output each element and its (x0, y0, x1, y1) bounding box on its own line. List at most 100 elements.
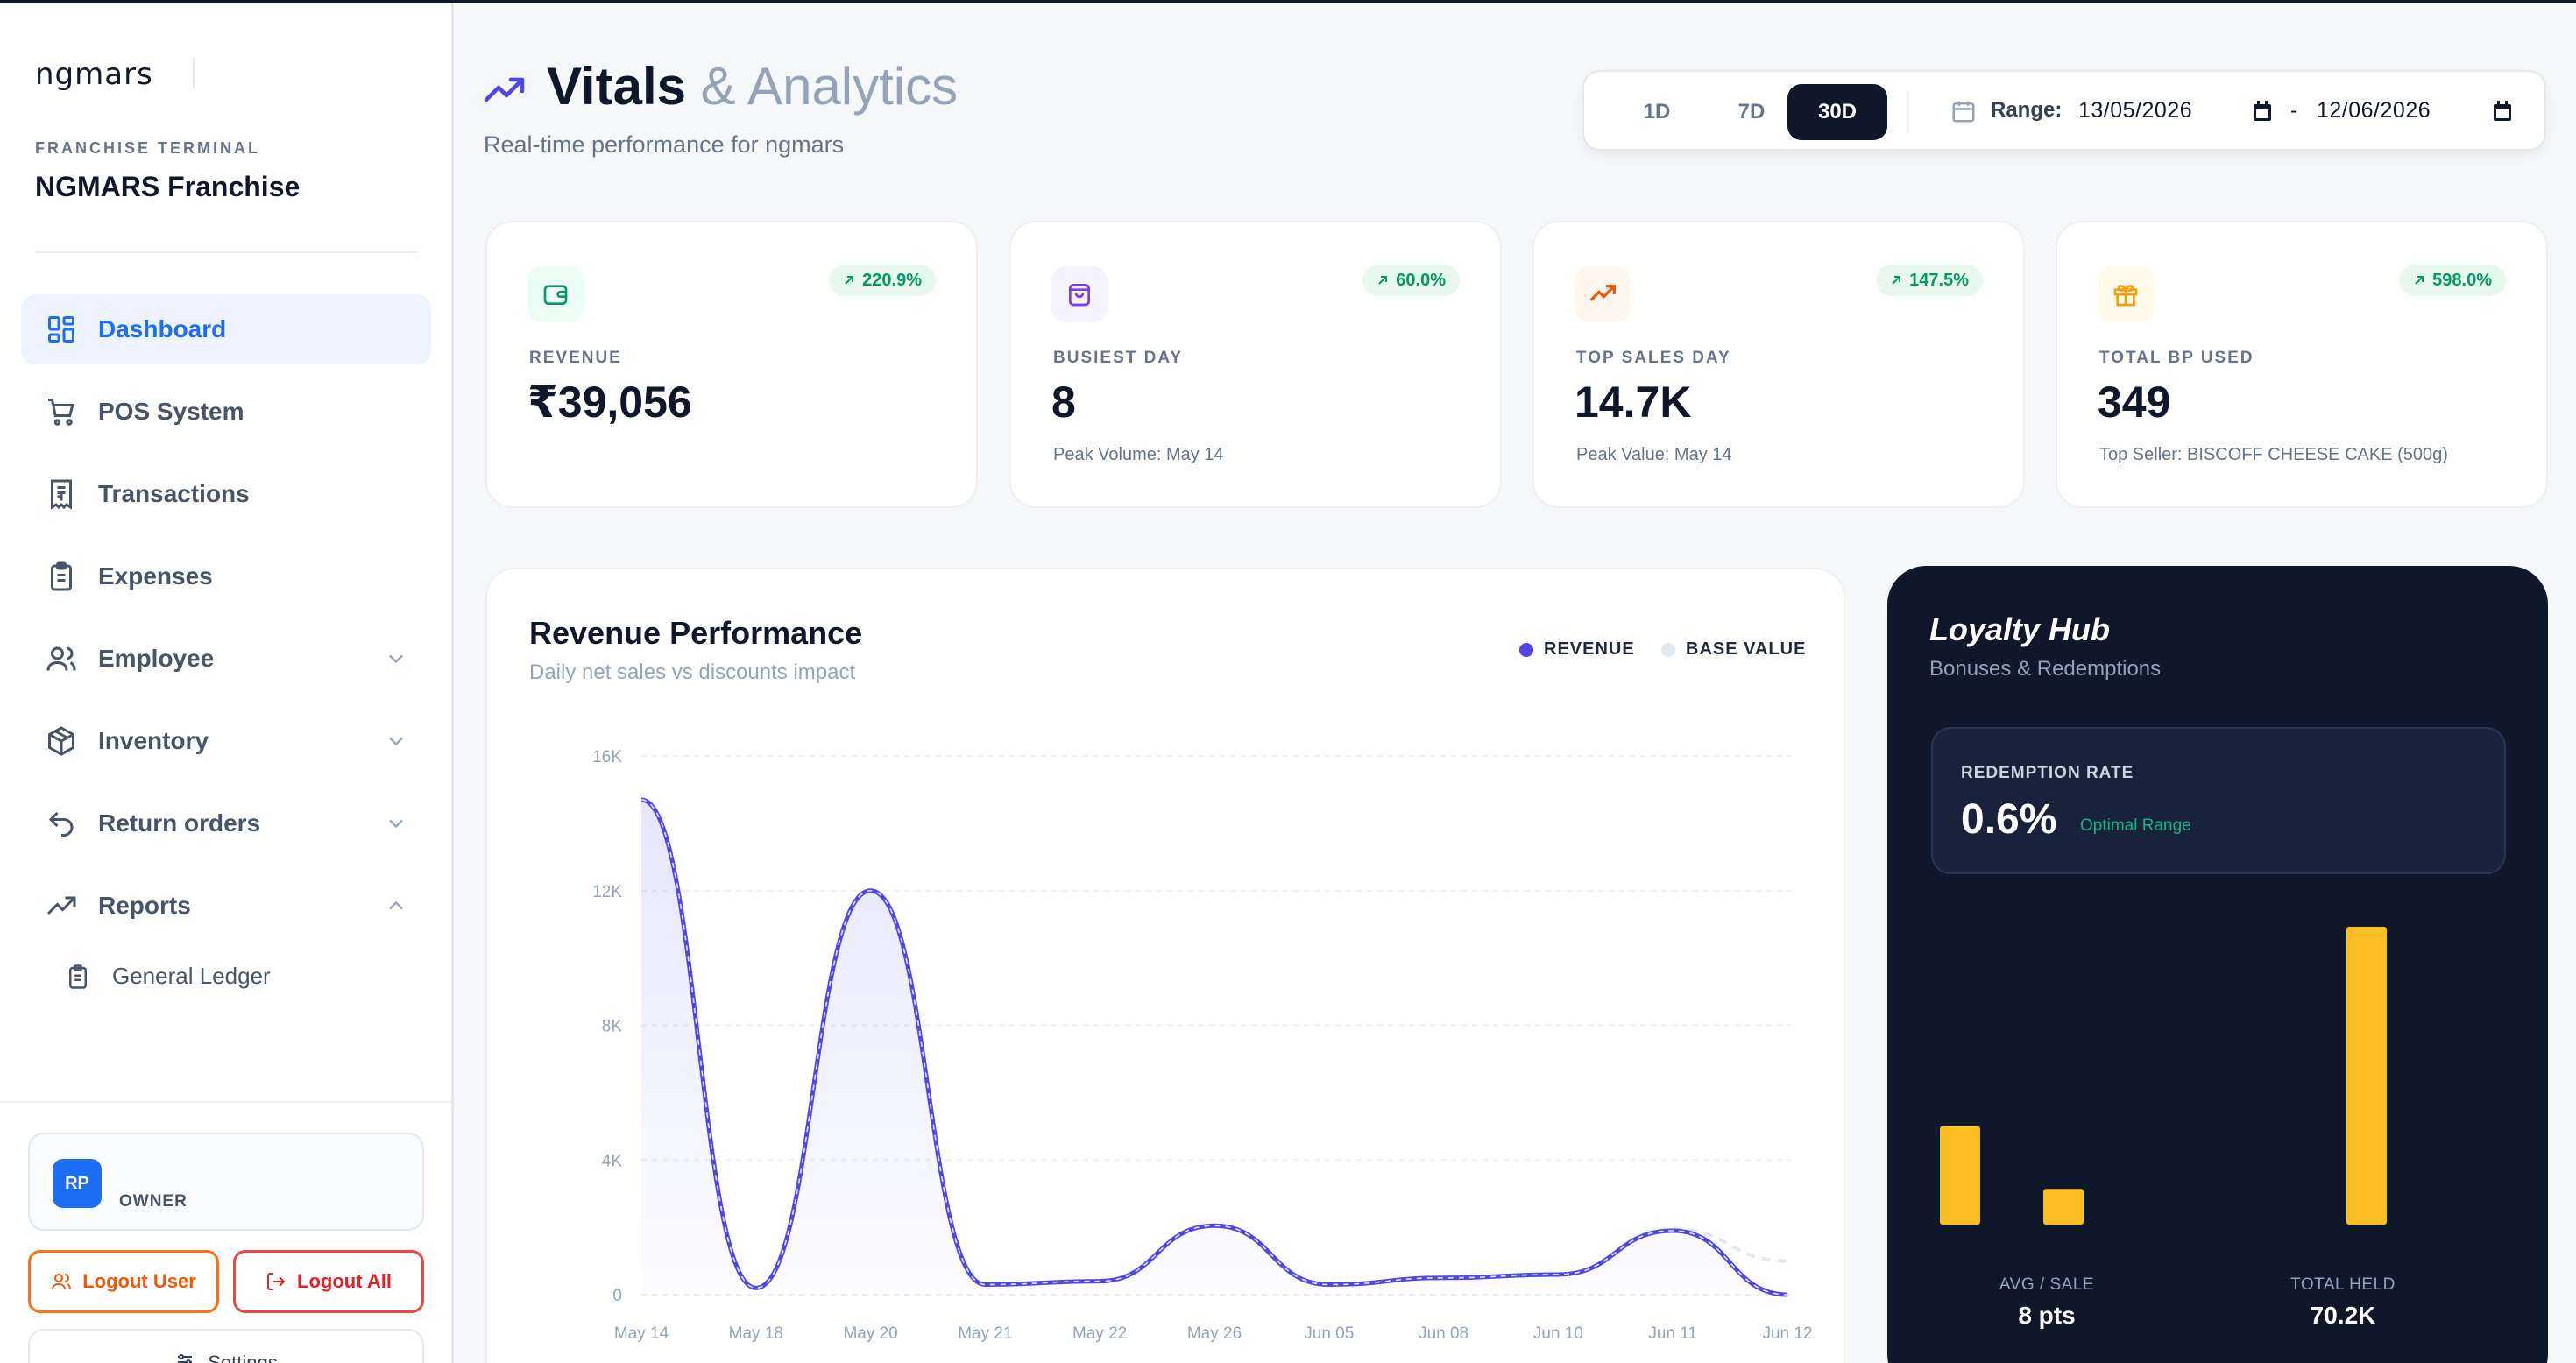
chevron-down-icon[interactable] (384, 811, 408, 836)
sidebar-item-label: Dashboard (98, 315, 227, 343)
legend-item-base-value[interactable]: BASE VALUE (1661, 639, 1806, 660)
x-tick-label: May 21 (958, 1324, 1012, 1343)
sidebar-subitem-general-ledger[interactable]: General Ledger (65, 963, 271, 990)
sidebar-item-label: Inventory (98, 727, 209, 754)
window-top-border (0, 0, 2576, 3)
data-point[interactable] (1091, 1273, 1108, 1290)
trending-up-icon (1589, 285, 1616, 301)
sidebar-item-dashboard[interactable]: Dashboard (21, 294, 431, 364)
arrow-up-right-icon (845, 276, 854, 285)
stat-label: REVENUE (529, 349, 622, 367)
sidebar-item-pos-system[interactable]: POS System (21, 377, 431, 447)
data-point[interactable] (747, 1279, 765, 1296)
stat-note: Peak Volume: May 14 (1053, 445, 1224, 464)
clipboard-icon (44, 559, 79, 594)
period-1d-button[interactable]: 1D (1643, 100, 1671, 124)
brand-logo[interactable]: ngmars (35, 57, 153, 92)
stat-card-busiest-day: 60.0% BUSIEST DAY 8 Peak Volume: May 14 (1009, 221, 1502, 508)
stat-card-total-bp-used: 598.0% TOTAL BP USED 349 Top Seller: BIS… (2056, 221, 2548, 508)
settings-button[interactable]: Settings (28, 1329, 424, 1363)
sidebar-item-label: Expenses (98, 562, 213, 590)
x-tick-label: May 22 (1072, 1324, 1127, 1343)
total-held-value: 70.2K (2310, 1302, 2376, 1329)
arrow-up-right-icon (1892, 276, 1901, 285)
stat-note: Top Seller: BISCOFF CHEESE CAKE (500g) (2099, 445, 2448, 464)
undo-icon (44, 806, 79, 841)
x-tick-label: Jun 05 (1304, 1324, 1354, 1343)
x-tick-label: Jun 08 (1419, 1324, 1468, 1343)
range-from-input[interactable]: 13/05/2026 (2078, 98, 2193, 123)
change-value: 147.5% (1909, 270, 1969, 290)
y-tick-label: 12K (592, 883, 622, 901)
chevron-down-icon[interactable] (384, 646, 408, 671)
logout-icon (267, 1273, 286, 1290)
change-badge: 147.5% (1876, 265, 1983, 296)
data-point[interactable] (1435, 1269, 1453, 1287)
data-point[interactable] (1206, 1217, 1223, 1234)
legend-label: REVENUE (1544, 639, 1635, 659)
x-tick-label: May 14 (614, 1324, 669, 1343)
sidebar-item-label: POS System (98, 398, 244, 425)
data-point[interactable] (976, 1275, 994, 1293)
logout-user-button[interactable]: Logout User (28, 1250, 219, 1313)
sidebar-item-reports[interactable]: Reports (21, 871, 431, 941)
data-point[interactable] (862, 882, 880, 900)
x-tick-label: May 20 (843, 1324, 897, 1343)
sidebar-item-label: Return orders (98, 809, 261, 837)
stat-value: ₹39,056 (527, 378, 692, 427)
loyalty-bar-chart (1940, 927, 2387, 1225)
range-to-input[interactable]: 12/06/2026 (2317, 98, 2431, 123)
sidebar-item-label: Employee (98, 645, 215, 672)
sidebar-item-employee[interactable]: Employee (21, 624, 431, 694)
stat-icon-box (527, 266, 584, 322)
sidebar-item-return-orders[interactable]: Return orders (21, 788, 431, 858)
legend-dot (1519, 642, 1533, 657)
sidebar-subitem-label: General Ledger (112, 963, 271, 989)
sidebar-item-transactions[interactable]: Transactions (21, 459, 431, 529)
range-separator: - (2290, 98, 2298, 123)
sidebar-item-inventory[interactable]: Inventory (21, 706, 431, 776)
x-tick-label: Jun 10 (1533, 1324, 1583, 1343)
loyalty-bar (2043, 1189, 2084, 1225)
calendar-picker-icon[interactable] (2252, 100, 2273, 123)
calendar-picker-icon[interactable] (2492, 100, 2513, 123)
page-title-light: & Analytics (700, 57, 959, 116)
data-point[interactable] (1779, 1286, 1796, 1303)
y-tick-label: 8K (602, 1018, 623, 1036)
series-line-revenue-dash (640, 799, 1788, 1296)
stat-note: Peak Value: May 14 (1576, 445, 1732, 464)
x-tick-label: Jun 11 (1648, 1324, 1697, 1343)
page-subtitle: Real-time performance for ngmars (484, 131, 845, 158)
chevron-up-icon[interactable] (384, 893, 408, 918)
sidebar: ngmars FRANCHISE TERMINAL NGMARS Franchi… (0, 3, 454, 1363)
period-7d-button[interactable]: 7D (1737, 100, 1766, 124)
data-point[interactable] (1664, 1222, 1681, 1239)
chevron-down-icon[interactable] (384, 729, 408, 753)
stat-value: 8 (1051, 378, 1076, 427)
revenue-chart-card: Revenue Performance Daily net sales vs d… (485, 568, 1845, 1363)
grid-icon (44, 312, 79, 347)
page-title: Vitals & Analytics (547, 56, 958, 117)
trending-up-icon (44, 888, 79, 923)
x-tick-label: May 18 (729, 1324, 783, 1343)
data-point[interactable] (1549, 1266, 1567, 1283)
revenue-line-chart[interactable]: 0 4K 8K 12K 16K May 14 May 18 May 20 May 21 May 2… (487, 569, 1847, 1363)
shopping-bag-icon (1069, 284, 1090, 307)
logout-all-button[interactable]: Logout All (233, 1250, 424, 1313)
sidebar-divider (35, 251, 417, 253)
clipboard-icon (69, 964, 87, 989)
sidebar-item-expenses[interactable]: Expenses (21, 541, 431, 611)
period-30d-button[interactable]: 30D (1787, 84, 1887, 140)
avatar: RP (53, 1159, 102, 1208)
redemption-rate-box: REDEMPTION RATE 0.6% Optimal Range (1931, 727, 2506, 874)
users-icon (44, 641, 79, 676)
stat-label: BUSIEST DAY (1053, 349, 1183, 367)
user-icon (52, 1274, 72, 1290)
data-point[interactable] (633, 791, 650, 809)
stat-card-revenue: 220.9% REVENUE ₹39,056 (485, 221, 978, 508)
data-point[interactable] (1320, 1275, 1338, 1293)
legend-item-revenue[interactable]: REVENUE (1519, 639, 1635, 660)
x-tick-label: Jun 12 (1762, 1324, 1812, 1343)
gift-icon (2113, 285, 2138, 307)
user-card[interactable]: RP OWNER (28, 1133, 424, 1231)
